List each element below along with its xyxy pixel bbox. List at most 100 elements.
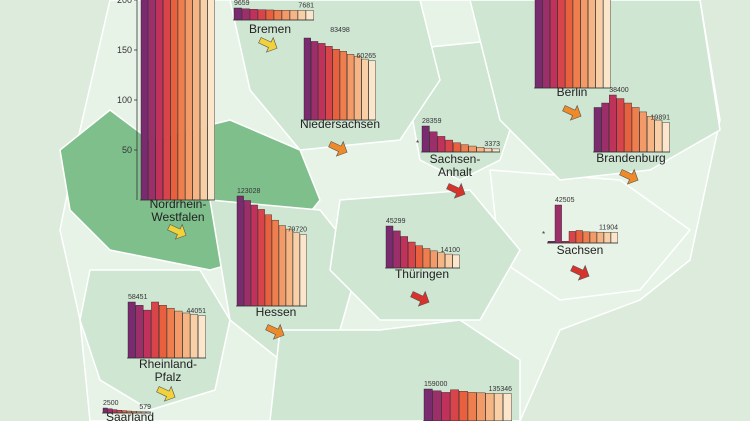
bar [143, 309, 152, 359]
bar [151, 301, 159, 359]
bar [354, 55, 362, 121]
chart-7: 45299 14100 Thüringen [385, 218, 460, 281]
bar [127, 301, 136, 359]
bar [423, 388, 433, 421]
bar [565, 0, 573, 89]
bar [437, 252, 445, 269]
value-label-last: 19891 [651, 114, 671, 121]
value-label-max: 2500 [103, 400, 119, 407]
trend-arrow [265, 323, 285, 340]
bar [415, 245, 423, 269]
bar [467, 392, 477, 421]
bar [639, 111, 647, 153]
bar [303, 37, 312, 121]
region-name: Niedersachsen [300, 117, 380, 131]
chart-9: 58451 44051 Rheinland-Pfalz [127, 294, 206, 384]
bar [385, 225, 394, 269]
value-label-max: 58451 [128, 294, 148, 301]
bar [140, 0, 149, 201]
trend-arrow [167, 223, 187, 240]
value-label-max: 38400 [609, 87, 629, 94]
bar [249, 9, 258, 21]
bar [243, 200, 251, 307]
chart-0: 50 100 150 200 Nordrhein-Westfalen [117, 0, 215, 224]
trend-arrow [258, 36, 278, 53]
bar [441, 392, 451, 421]
bar [492, 148, 500, 153]
region-name: Hessen [256, 305, 297, 319]
bar [445, 253, 453, 269]
bar [485, 393, 495, 421]
bar [647, 116, 655, 153]
bar [595, 0, 604, 89]
bar [554, 204, 562, 244]
bar [408, 241, 416, 269]
y-tick-label: 100 [117, 95, 132, 105]
bar [170, 0, 178, 201]
bar [190, 314, 198, 359]
bar [400, 236, 408, 269]
bar [580, 0, 588, 89]
value-label-last: 3373 [484, 141, 500, 148]
marker-label: * [542, 230, 545, 239]
bar [311, 41, 319, 121]
bar [575, 230, 583, 244]
bar [174, 310, 183, 359]
bar [422, 248, 431, 269]
bar [616, 98, 625, 153]
bar [265, 9, 274, 21]
bar [182, 312, 191, 359]
bar [162, 0, 171, 201]
bar [393, 230, 401, 269]
value-label-max: 45299 [386, 218, 406, 225]
region-name: Rheinland- [139, 357, 197, 371]
bar [285, 228, 293, 307]
bar [494, 393, 503, 421]
bar [257, 9, 266, 21]
bar [603, 232, 611, 244]
region-name: Saarland [106, 410, 154, 421]
bar [596, 231, 604, 244]
value-label-max: 159000 [424, 381, 447, 388]
chart-4: Berlin [534, 0, 611, 99]
bar [207, 0, 215, 201]
bar [572, 0, 581, 89]
bar [432, 390, 442, 421]
bar [332, 49, 340, 121]
bar [568, 231, 576, 244]
region-name: Anhalt [438, 165, 473, 179]
chart-5: 38400 19891 Brandenburg [593, 87, 670, 165]
bar [289, 10, 298, 21]
chart-11: 159000 135346 [423, 381, 512, 421]
bar [278, 225, 286, 307]
bar [557, 0, 566, 89]
trend-arrow [570, 264, 590, 281]
bar [534, 0, 543, 89]
bar [631, 107, 640, 153]
value-label-last: 60265 [357, 53, 377, 60]
bar [292, 232, 300, 307]
region-name: Brandenburg [596, 151, 665, 165]
value-label-last: 579 [139, 404, 151, 411]
bar [476, 392, 486, 421]
value-label-max: 28359 [422, 118, 442, 125]
bar [550, 0, 558, 89]
bar [236, 195, 244, 307]
bar [148, 0, 156, 201]
bar [601, 102, 609, 153]
bar [421, 125, 430, 153]
trend-arrow [328, 140, 348, 157]
bar [459, 391, 468, 421]
marker-label: * [416, 139, 419, 148]
bar [135, 305, 144, 359]
bar [610, 232, 618, 244]
chart-8: 42505 11904 * Sachsen [542, 197, 618, 257]
state-bar-charts: 50 100 150 200 Nordrhein-Westfalen 9659 7681 Br… [102, 0, 670, 421]
region-name: Nordrhein- [150, 197, 207, 211]
bar [299, 234, 307, 307]
bar [347, 54, 355, 121]
value-label-last: 11904 [599, 224, 618, 231]
region-name: Sachsen- [430, 152, 481, 166]
